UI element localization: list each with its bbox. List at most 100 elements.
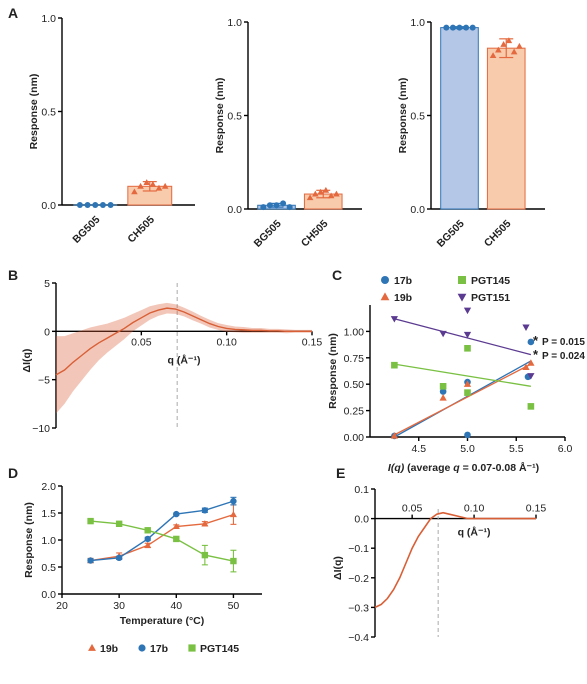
- data-point-pgt145: [527, 403, 535, 410]
- y-tick-label: 0.00: [344, 432, 365, 444]
- panel-label-c: C: [332, 267, 342, 283]
- y-axis-label: Response (nm): [327, 333, 339, 409]
- y-axis-label: Response (nm): [28, 74, 40, 150]
- legend-label-19b: 19b: [394, 292, 412, 304]
- data-point-19b: [201, 520, 209, 527]
- category-label: BG505: [70, 214, 102, 246]
- x-tick-label: 0.05: [402, 503, 423, 515]
- x-tick-label: 0.05: [131, 336, 152, 348]
- data-point: [273, 202, 280, 209]
- y-tick-label: 0.75: [344, 353, 365, 365]
- data-point: [516, 42, 523, 49]
- category-label: BG505: [435, 218, 467, 250]
- data-point-19b: [229, 510, 237, 518]
- y-tick-label: 0: [44, 326, 50, 338]
- y-tick-label: 1.00: [344, 326, 365, 338]
- data-point-pgt145: [464, 389, 471, 396]
- data-point: [137, 182, 144, 189]
- data-point: [322, 186, 330, 193]
- data-point: [306, 194, 314, 201]
- data-point: [76, 202, 83, 208]
- x-tick-label: 20: [56, 600, 68, 612]
- x-tick-label: 0.15: [302, 336, 323, 348]
- legend-label-17b: 17b: [150, 643, 168, 655]
- data-point: [463, 24, 470, 31]
- data-point: [443, 24, 450, 31]
- data-point-19b: [172, 522, 180, 530]
- y-tick-label: 1.0: [227, 17, 242, 29]
- panel-a-chart-3: 0.0 0.5 1.0 Response (nm) BG505 CH505: [397, 17, 545, 250]
- data-point-17b: [439, 388, 447, 395]
- data-point-17b: [201, 507, 209, 514]
- y-tick-label: 0.1: [354, 484, 369, 496]
- data-point-pgt145: [115, 520, 123, 527]
- panel-label-e: E: [336, 465, 345, 481]
- category-label: BG505: [252, 218, 284, 250]
- data-point: [505, 37, 513, 44]
- legend-label-pgt145: PGT145: [471, 275, 510, 287]
- series-line-19b: [90, 513, 234, 562]
- panel-label-b: B: [8, 267, 18, 283]
- data-point-19b: [439, 394, 447, 401]
- data-point: [131, 188, 138, 195]
- x-axis-label: Temperature (°C): [120, 615, 205, 627]
- y-tick-label: 0.0: [354, 514, 369, 526]
- x-tick-label: 40: [170, 600, 182, 612]
- x-axis-label: q (Å⁻¹): [168, 353, 201, 366]
- data-point-pgt145: [201, 551, 209, 559]
- x-tick-label: 0.10: [464, 503, 485, 515]
- y-tick-label: 1.5: [41, 508, 56, 520]
- data-point-pgt145: [439, 383, 447, 390]
- data-point-17b: [527, 338, 535, 346]
- data-point: [92, 202, 99, 208]
- category-label: CH505: [299, 218, 331, 250]
- y-tick-label: 0.5: [410, 111, 425, 123]
- data-point-pgt151: [439, 330, 447, 338]
- data-point-pgt145: [173, 535, 180, 543]
- series-line-pgt145: [90, 520, 234, 562]
- category-label: CH505: [482, 218, 514, 250]
- data-point: [456, 24, 463, 31]
- data-point-17b: [173, 510, 180, 518]
- data-point: [143, 179, 151, 185]
- data-point: [327, 192, 335, 199]
- data-point-pgt151: [522, 324, 530, 331]
- data-point-19b: [522, 363, 530, 370]
- x-tick-label: 30: [113, 600, 125, 612]
- data-point: [155, 184, 163, 191]
- panel-b-chart: −10 −5 0 5 0.05 0.10 0.15 ΔI(q) q (Å⁻¹): [21, 278, 322, 435]
- significance-star: *: [533, 347, 539, 362]
- y-tick-label: −0.1: [348, 543, 369, 555]
- legend-marker-19b: [380, 292, 390, 301]
- fit-line-pgt151: [394, 318, 532, 356]
- data-point-19b: [527, 359, 535, 366]
- data-point-pgt145: [87, 517, 94, 525]
- fit-line-19b: [394, 363, 532, 436]
- y-tick-label: −5: [38, 375, 50, 387]
- data-point: [266, 202, 273, 209]
- data-point: [500, 40, 507, 47]
- y-tick-label: 0.0: [410, 204, 425, 216]
- y-axis-label: ΔI(q): [332, 556, 344, 580]
- y-tick-label: 0.0: [41, 200, 56, 212]
- data-point-17b: [144, 535, 151, 543]
- y-tick-label: 0.5: [41, 107, 56, 119]
- data-point: [449, 24, 456, 31]
- legend-label-17b: 17b: [394, 275, 412, 287]
- data-point: [469, 24, 476, 31]
- legend-label-19b: 19b: [100, 643, 118, 655]
- y-tick-label: 2.0: [41, 481, 56, 493]
- x-tick-label: 4.5: [411, 443, 426, 455]
- data-point-19b: [463, 380, 472, 387]
- data-point-pgt145: [391, 361, 398, 369]
- x-tick-label: 0.10: [216, 336, 237, 348]
- y-tick-label: 0.5: [227, 111, 242, 123]
- panel-e-chart: −0.4 −0.3 −0.2 −0.1 0.0 0.1 0.05 0.10 0.15 ΔI(q) q…: [332, 484, 546, 644]
- legend-marker-pgt145: [458, 276, 466, 284]
- y-tick-label: 0.50: [344, 379, 365, 391]
- data-point-pgt145: [464, 344, 471, 352]
- data-point-pgt151: [463, 331, 472, 339]
- y-tick-label: 0.0: [41, 589, 56, 601]
- panel-a-chart-2: 0.0 0.5 1.0 Response (nm) BG505 CH505: [214, 17, 362, 250]
